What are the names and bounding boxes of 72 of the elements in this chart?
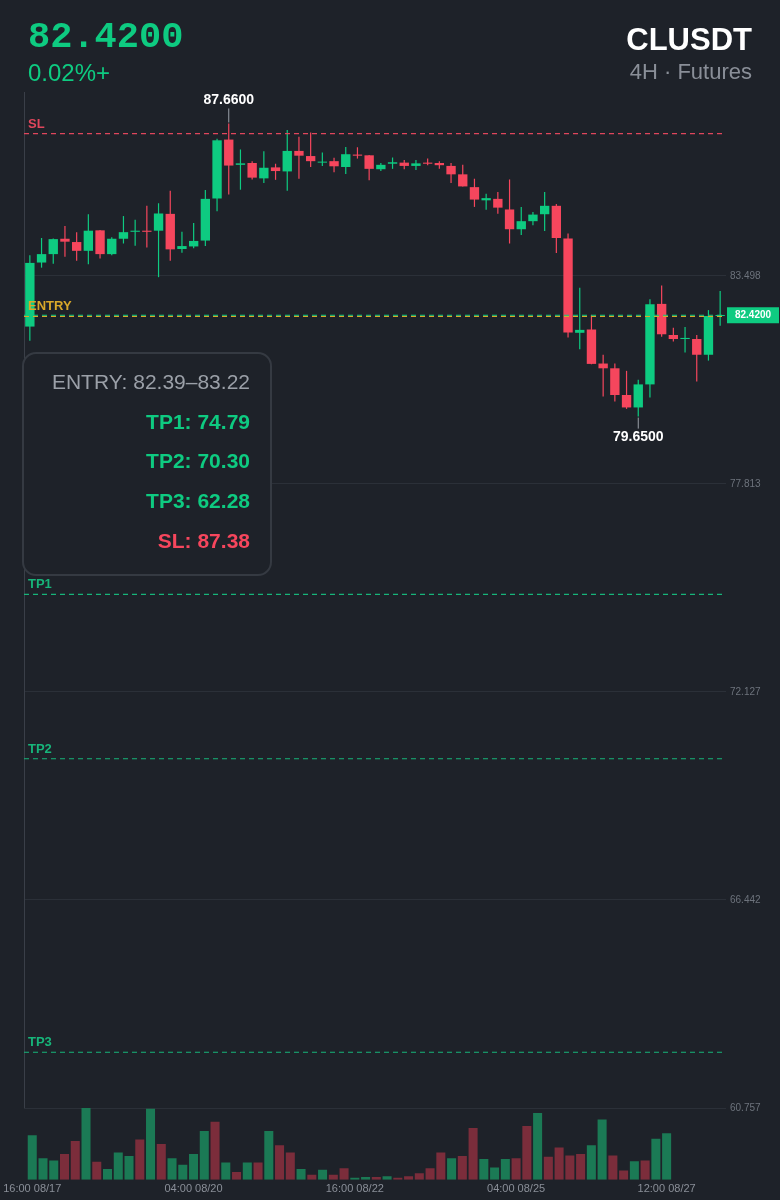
x-tick-label: 16:00 08/17 xyxy=(3,1182,62,1195)
bar xyxy=(135,1139,145,1180)
annotation: TP2: 70.30 xyxy=(146,449,250,473)
y-tick-label: 66.442 xyxy=(730,893,762,905)
bar xyxy=(608,1155,618,1180)
bar xyxy=(479,1158,489,1180)
bar xyxy=(597,1119,607,1180)
chart-subtitle: 4H · Futures xyxy=(629,59,752,84)
bar xyxy=(103,1169,113,1180)
bar xyxy=(468,1128,478,1180)
candlestick xyxy=(294,136,304,179)
y-tick-label: 77.813 xyxy=(730,477,762,489)
bar xyxy=(92,1161,102,1180)
candlestick xyxy=(680,326,690,353)
chart-title: CLUSDT xyxy=(626,22,752,57)
bar xyxy=(576,1153,586,1180)
bar xyxy=(124,1156,134,1180)
bar xyxy=(264,1130,274,1180)
bar xyxy=(490,1167,500,1180)
text: 0.02%+ xyxy=(28,59,111,86)
bar xyxy=(543,1156,553,1180)
bar xyxy=(533,1113,543,1180)
y-tick-label: 83.498 xyxy=(730,269,762,281)
bar xyxy=(113,1152,123,1180)
annotation: SL: 87.38 xyxy=(157,528,250,552)
ref-line-label: SL xyxy=(28,115,45,131)
ref-line-label: TP2 xyxy=(28,740,52,756)
annotation: 87.6600 xyxy=(203,91,255,108)
bar xyxy=(457,1156,467,1180)
text: 82.4200 xyxy=(28,16,184,58)
bar xyxy=(60,1153,70,1180)
bar xyxy=(586,1145,596,1180)
bar xyxy=(296,1169,306,1180)
bar xyxy=(253,1162,263,1180)
candlestick xyxy=(446,163,456,184)
candlestick xyxy=(329,157,339,173)
y-tick-label: 60.757 xyxy=(730,1101,762,1113)
bar xyxy=(651,1138,661,1180)
x-tick-label: 12:00 08/27 xyxy=(637,1182,696,1195)
bar xyxy=(640,1160,650,1180)
annotation: ENTRY: 82.39–83.22 xyxy=(51,370,250,393)
bar xyxy=(199,1130,209,1180)
ref-line-label: 82.4200 xyxy=(734,309,772,321)
y-tick-label: 72.127 xyxy=(730,685,762,697)
x-tick-label: 04:00 08/20 xyxy=(164,1182,223,1195)
bar xyxy=(414,1173,424,1180)
bar xyxy=(70,1141,80,1180)
x-tick-label: 04:00 08/25 xyxy=(487,1182,546,1195)
candlestick xyxy=(60,225,70,257)
bar xyxy=(81,1108,91,1180)
annotation: 79.6500 xyxy=(612,428,664,445)
bar xyxy=(210,1121,220,1180)
candlestick xyxy=(411,160,421,170)
x-tick-label: 16:00 08/22 xyxy=(325,1182,384,1195)
bar xyxy=(447,1158,457,1180)
candlestick xyxy=(177,231,187,253)
bar xyxy=(500,1158,510,1180)
bar xyxy=(275,1145,285,1180)
bar xyxy=(629,1161,639,1180)
bar xyxy=(339,1168,349,1180)
annotation: TP3: 62.28 xyxy=(146,489,250,513)
bar xyxy=(156,1143,166,1180)
bar xyxy=(146,1108,156,1180)
ref-line-label: TP1 xyxy=(28,576,52,592)
ref-line-label: TP3 xyxy=(28,1034,52,1050)
bar xyxy=(242,1162,252,1180)
bar xyxy=(221,1162,231,1180)
bar xyxy=(189,1153,199,1180)
annotation: TP1: 74.79 xyxy=(146,409,250,433)
bar xyxy=(619,1170,629,1180)
bar xyxy=(285,1152,295,1180)
bar xyxy=(662,1133,672,1180)
